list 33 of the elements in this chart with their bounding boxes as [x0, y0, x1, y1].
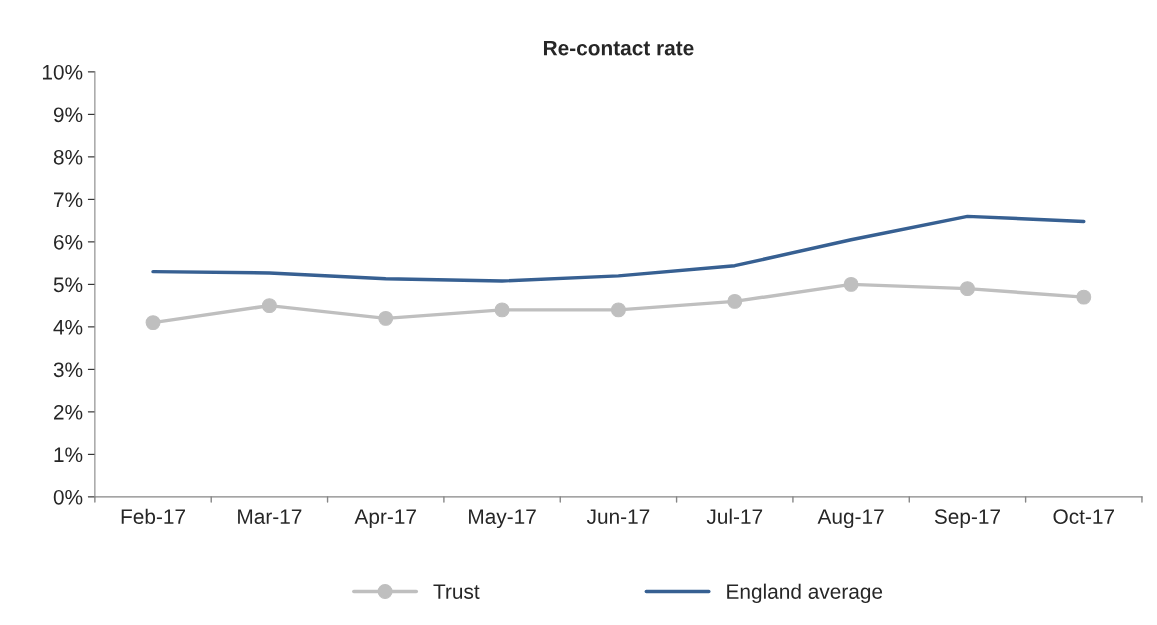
- y-tick-label: 8%: [53, 149, 83, 165]
- x-tick-label: Jul-17: [706, 508, 763, 524]
- x-tick-label: Aug-17: [817, 509, 884, 529]
- y-tick-label: 6%: [54, 234, 83, 250]
- point: [145, 315, 161, 331]
- y-tick-label: 0%: [53, 489, 83, 505]
- y-tick-label: 5%: [53, 277, 83, 293]
- y-tick-label: 7%: [54, 192, 83, 208]
- y-tick-label: 4%: [53, 319, 83, 335]
- point: [261, 298, 277, 314]
- x-tick-label: Apr-17: [354, 509, 416, 529]
- point: [610, 302, 626, 318]
- y-tick-label: 3%: [53, 362, 83, 378]
- y-tick-label: 10%: [42, 64, 83, 80]
- point: [1076, 289, 1092, 305]
- x-tick-label: Jun-17: [586, 509, 650, 524]
- point: [494, 302, 510, 318]
- point: [959, 281, 975, 297]
- y-tick-label: 9%: [53, 107, 83, 123]
- x-tick-label: Feb-17: [121, 508, 186, 524]
- chart-title: Re-contact rate: [543, 40, 694, 56]
- x-tick-label: May-17: [469, 509, 536, 529]
- line-series: [151, 214, 1086, 283]
- y-tick-label: 2%: [54, 404, 83, 420]
- point: [727, 293, 743, 309]
- x-tick-label: Mar-17: [238, 509, 302, 524]
- legend-label: England average: [727, 583, 883, 604]
- y-tick-label: 1%: [54, 447, 83, 463]
- x-tick-label: Oct-17: [1053, 509, 1114, 524]
- point: [378, 310, 394, 326]
- point: [843, 276, 859, 292]
- x-tick-label: Sep-17: [934, 509, 1000, 529]
- legend-label: Trust: [433, 584, 480, 599]
